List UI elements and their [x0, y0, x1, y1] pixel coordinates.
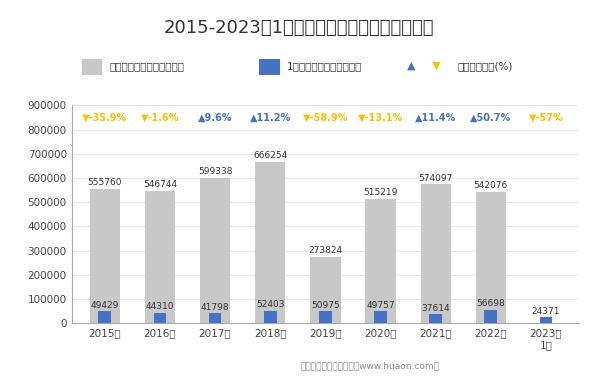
Bar	[485, 309, 497, 323]
Text: 累计进出口总额（万美元）: 累计进出口总额（万美元）	[110, 61, 184, 71]
Text: 273824: 273824	[308, 246, 343, 255]
Bar	[540, 317, 552, 323]
Text: 49429: 49429	[91, 301, 119, 310]
Text: 56698: 56698	[476, 299, 505, 308]
Text: 574097: 574097	[418, 174, 453, 183]
Bar	[90, 189, 120, 323]
Bar	[99, 311, 111, 323]
Text: 1月进出口总额（万美元）: 1月进出口总额（万美元）	[287, 61, 363, 71]
Bar	[319, 311, 332, 323]
Text: 555760: 555760	[88, 178, 122, 187]
Text: 546744: 546744	[143, 180, 177, 189]
Text: 50975: 50975	[311, 301, 340, 310]
Text: 515219: 515219	[364, 188, 398, 197]
Text: 41798: 41798	[201, 303, 229, 312]
Text: ▲50.7%: ▲50.7%	[470, 112, 512, 123]
Text: 542076: 542076	[473, 181, 508, 190]
Bar	[144, 191, 175, 323]
FancyBboxPatch shape	[259, 59, 279, 74]
Text: 49757: 49757	[366, 301, 395, 310]
Text: 2015-2023年1月漕河泾综合保税区进出口总额: 2015-2023年1月漕河泾综合保税区进出口总额	[163, 19, 434, 37]
Bar	[374, 311, 387, 323]
Bar	[420, 184, 451, 323]
Bar	[200, 178, 230, 323]
Text: 666254: 666254	[253, 151, 287, 160]
Text: 37614: 37614	[421, 304, 450, 313]
Bar	[255, 162, 285, 323]
FancyBboxPatch shape	[82, 59, 102, 74]
Bar	[209, 313, 221, 323]
Text: ▼: ▼	[432, 61, 441, 71]
Text: ▲11.2%: ▲11.2%	[250, 112, 291, 123]
Text: ▲9.6%: ▲9.6%	[198, 112, 232, 123]
Text: ▼-57%: ▼-57%	[528, 112, 564, 123]
Bar	[153, 312, 166, 323]
Bar	[476, 192, 506, 323]
Text: 52403: 52403	[256, 300, 284, 309]
Bar	[310, 257, 340, 323]
Text: ▲11.4%: ▲11.4%	[415, 112, 456, 123]
Text: ▼-58.9%: ▼-58.9%	[303, 112, 348, 123]
Text: ▼-1.6%: ▼-1.6%	[141, 112, 179, 123]
Text: 累计同比增速(%): 累计同比增速(%)	[457, 61, 513, 71]
Text: ▼-13.1%: ▼-13.1%	[358, 112, 403, 123]
Text: ▼-35.9%: ▼-35.9%	[82, 112, 127, 123]
Text: 599338: 599338	[198, 167, 232, 176]
Text: 24371: 24371	[532, 307, 560, 316]
Bar	[365, 199, 396, 323]
Bar	[429, 314, 442, 323]
Bar	[264, 311, 276, 323]
Text: 44310: 44310	[146, 302, 174, 311]
Text: 制图：华经产业研究院（www.huaon.com）: 制图：华经产业研究院（www.huaon.com）	[301, 361, 439, 370]
Text: ▲: ▲	[407, 61, 415, 71]
